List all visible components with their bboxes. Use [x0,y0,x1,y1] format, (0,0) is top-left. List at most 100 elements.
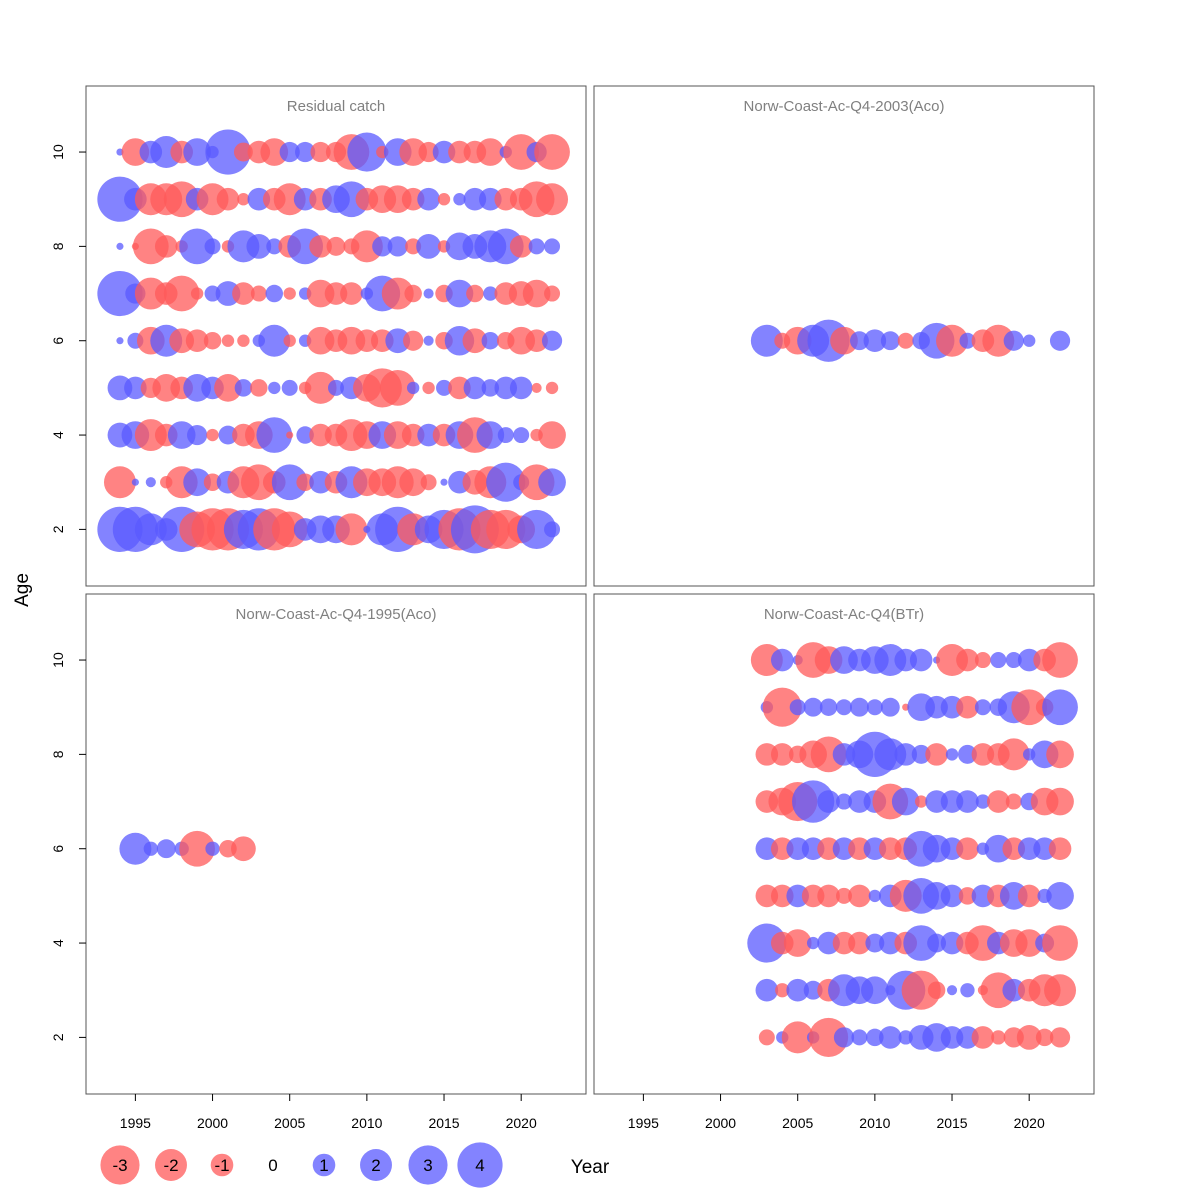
residual-bubble [945,748,959,761]
residual-bubble [416,234,441,259]
residual-bubble [975,794,991,809]
residual-bubble [927,981,946,999]
residual-bubble [163,275,200,312]
residual-bubble [880,697,900,717]
residual-bubble [940,695,964,719]
residual-bubble [959,332,976,349]
residual-bubble [335,513,368,546]
residual-bubble [956,695,979,719]
residual-bubble [387,236,408,257]
residual-bubble [124,376,147,400]
residual-bubble [399,138,427,166]
legend-item: 2 [360,1149,392,1181]
residual-bubble [509,235,533,258]
residual-bubble [422,381,435,395]
residual-bubble [1017,884,1041,908]
residual-bubble [833,1027,855,1048]
residual-bubble [483,286,498,301]
residual-bubble [1035,1028,1054,1047]
residual-bubble [982,324,1015,357]
residual-bubble [328,379,344,396]
residual-bubble [403,330,424,351]
panel-title: Residual catch [287,98,385,115]
residual-bubble [891,787,920,816]
y-axis-title: Age [12,573,33,607]
residual-bubble [866,1028,884,1047]
residual-bubble [445,279,474,308]
residual-bubble [927,933,947,953]
x-tick-label: 2005 [782,1115,813,1131]
legend-bubble [155,1149,187,1181]
residual-bubble [283,287,296,300]
residual-bubble [914,795,928,808]
residual-bubble [116,242,124,250]
legend-label: 3 [423,1156,432,1175]
residual-bubble [809,1017,849,1057]
residual-bubble [463,376,487,400]
legend-label: -1 [214,1156,229,1175]
residual-bubble [179,228,215,265]
residual-bubble [534,134,570,170]
residual-bubble [187,424,208,446]
residual-bubble [803,980,823,1000]
x-tick-label: 2000 [197,1115,228,1131]
residual-bubble [531,382,542,393]
residual-bubble [936,324,969,357]
residual-bubble [476,421,505,449]
residual-bubble [940,837,964,861]
residual-bubble [806,936,820,950]
residual-bubble [960,983,975,998]
legend-bubble [210,1153,234,1177]
residual-bubble [119,832,152,865]
y-tick-label: 8 [50,242,66,250]
x-tick-label: 2015 [936,1115,967,1131]
residual-bubble [863,837,887,861]
residual-bubble [246,234,272,259]
residual-bubble [1003,330,1024,351]
residual-bubble [1016,1025,1042,1050]
residual-bubble [861,976,889,1005]
residual-bubble [991,1030,1006,1045]
x-tick-label: 2010 [351,1115,382,1131]
residual-bubble [250,285,267,302]
residual-bubble [517,509,557,549]
residual-bubble [762,687,802,727]
residual-bubble [204,238,221,255]
residual-bubble [792,780,835,823]
residual-bubble [1022,334,1036,347]
legend-item: 0 [268,1156,277,1175]
residual-bubble [750,324,783,357]
residual-bubble [481,331,500,350]
x-tick-label: 2020 [1014,1115,1045,1131]
residual-bubble [544,238,561,255]
residual-bubble [237,334,250,347]
residual-bubble [770,648,794,672]
x-axis-2: 1995 2000 2005 2010 2015 2020 [628,1094,1045,1131]
residual-bubble [266,238,283,255]
residual-bubble [203,473,222,491]
residual-bubble [513,427,530,444]
residual-bubble [1042,689,1078,726]
residual-bubble [206,428,219,442]
residual-bubble [545,381,559,395]
residual-bubble [866,699,883,716]
residual-bubble [974,699,991,716]
residual-bubble [372,236,393,257]
panel-2: Norw-Coast-Ac-Q4-2003(Aco) [593,85,1095,587]
residual-bubble [849,331,869,351]
y-tick-label: 10 [50,144,66,160]
residual-bubble [296,473,314,491]
residual-bubble [179,830,215,867]
residual-bubble [990,652,1007,669]
legend-item: -2 [155,1149,187,1181]
residual-bubble [205,841,220,856]
residual-bubble [1048,837,1072,861]
residual-bubble [770,743,794,766]
residual-bubble [541,330,563,351]
panel-frame [85,85,587,587]
residual-bubble [1002,837,1026,861]
y-tick-label: 4 [50,939,66,947]
residual-bubble [940,790,964,813]
residual-bubble [385,328,411,354]
